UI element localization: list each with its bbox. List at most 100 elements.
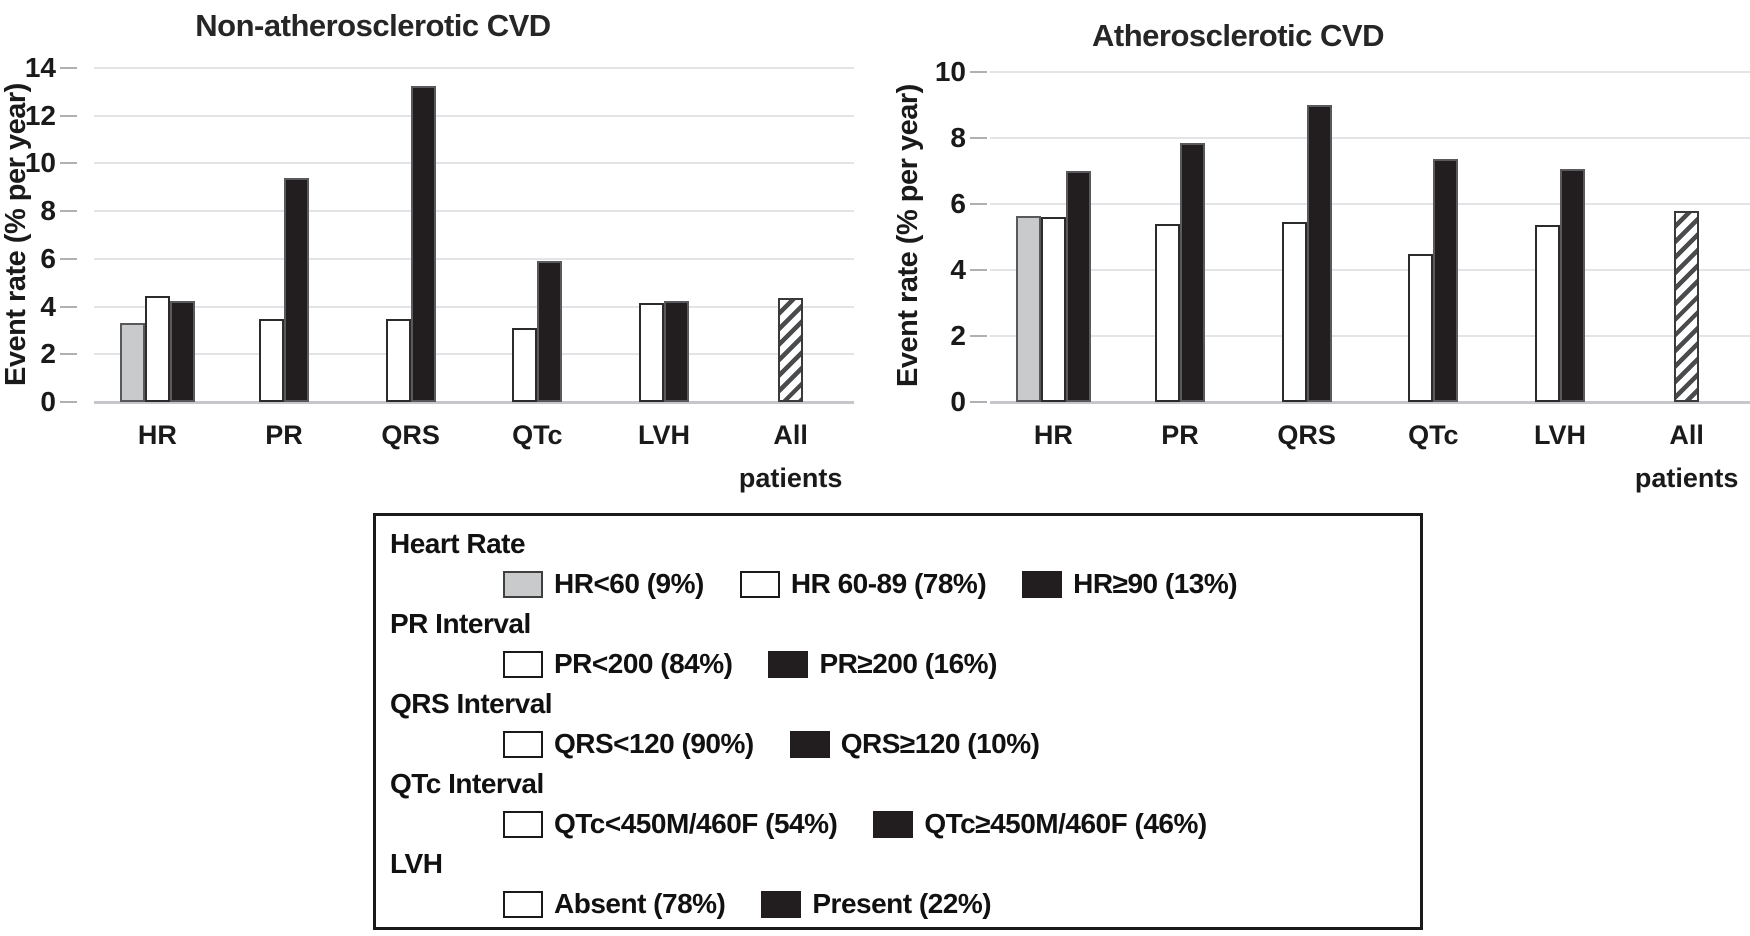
bar-HR-white bbox=[144, 295, 170, 402]
legend-item-1-0: PR<200 (84%) bbox=[503, 648, 733, 680]
bar-QTc-white bbox=[512, 328, 538, 402]
y-tick-label-14: 14 bbox=[24, 52, 56, 83]
y-tick-label-0: 0 bbox=[40, 386, 56, 417]
gridline-y12 bbox=[94, 114, 854, 117]
legend-item-4-0: Absent (78%) bbox=[503, 888, 726, 920]
legend-swatch-white bbox=[503, 810, 543, 838]
bar-LVH-white bbox=[1535, 225, 1560, 402]
x-label-QRS: QRS bbox=[381, 420, 440, 450]
y-tick-label-4: 4 bbox=[40, 290, 56, 322]
legend-swatch-white bbox=[739, 570, 780, 598]
y-tick-label-10: 10 bbox=[934, 56, 966, 87]
y-tick-mark-10 bbox=[970, 71, 987, 73]
x-label-All: All bbox=[1669, 420, 1704, 450]
legend-swatch-black bbox=[768, 650, 809, 678]
bar-QRS-white bbox=[385, 318, 411, 402]
y-tick-mark-6 bbox=[60, 257, 77, 260]
x-label-LVH: LVH bbox=[638, 420, 690, 450]
legend-item-4-1: Present (22%) bbox=[761, 888, 992, 920]
x-axis-line bbox=[990, 401, 1750, 404]
legend-section-items-1: PR<200 (84%) PR≥200 (16%) bbox=[390, 644, 1420, 684]
legend-item-label: HR≥90 (13%) bbox=[1073, 568, 1238, 599]
y-tick-label-6: 6 bbox=[40, 242, 56, 274]
y-axis-label-right: Event rate (% per year) bbox=[892, 84, 924, 388]
x-label-HR: HR bbox=[1033, 420, 1073, 450]
legend-item-label: PR≥200 (16%) bbox=[819, 648, 997, 679]
legend-section-header-2: QRS Interval bbox=[390, 688, 553, 719]
legend-section-header-0: Heart Rate bbox=[390, 528, 526, 559]
x-label-patients: patients bbox=[738, 463, 843, 493]
bar-HR-gray bbox=[1015, 215, 1041, 402]
gridline-y4 bbox=[94, 305, 854, 308]
legend-swatch-black bbox=[1022, 570, 1063, 598]
bar-LVH-black bbox=[1560, 169, 1585, 402]
x-label-patients: patients bbox=[1634, 463, 1739, 493]
gridline-y10 bbox=[990, 71, 1750, 73]
y-tick-label-2: 2 bbox=[40, 338, 56, 370]
bar-PR-black bbox=[284, 177, 309, 402]
x-label-QRS: QRS bbox=[1277, 420, 1336, 450]
legend-item-0-1: HR 60-89 (78%) bbox=[739, 568, 987, 600]
x-label-LVH: LVH bbox=[1534, 420, 1586, 450]
y-tick-mark-2 bbox=[970, 335, 987, 337]
legend-section-header-1: PR Interval bbox=[390, 608, 531, 639]
legend-section-items-3: QTc<450M/460F (54%) QTc≥450M/460F (46%) bbox=[390, 804, 1420, 844]
gridline-y6 bbox=[94, 257, 854, 260]
y-tick-label-10: 10 bbox=[24, 147, 56, 179]
gridline-y14 bbox=[94, 67, 854, 69]
legend-item-label: Absent (78%) bbox=[554, 888, 726, 919]
gridline-y2 bbox=[94, 353, 854, 356]
legend-item-2-1: QRS≥120 (10%) bbox=[789, 728, 1040, 760]
gridline-y2 bbox=[990, 335, 1750, 337]
y-tick-mark-4 bbox=[970, 269, 987, 271]
x-label-PR: PR bbox=[1161, 420, 1199, 450]
legend-box: Heart Rate HR<60 (9%) HR 60-89 (78%) HR≥90 … bbox=[373, 513, 1423, 930]
x-label-QTc: QTc bbox=[1408, 420, 1459, 450]
legend-swatch-white bbox=[503, 890, 543, 918]
bar-PR-white bbox=[1155, 223, 1180, 402]
gridline-y8 bbox=[990, 137, 1750, 139]
legend-swatch-black bbox=[873, 810, 914, 838]
y-tick-label-8: 8 bbox=[40, 195, 56, 227]
chart-title-right: Atherosclerotic CVD bbox=[1092, 18, 1384, 53]
legend-section-items-0: HR<60 (9%) HR 60-89 (78%) HR≥90 (13%) bbox=[390, 564, 1420, 604]
x-label-HR: HR bbox=[137, 420, 177, 450]
bar-PR-white bbox=[259, 318, 284, 402]
bar-QRS-black bbox=[410, 85, 436, 402]
legend-swatch-black bbox=[789, 730, 830, 758]
bar-LVH-white bbox=[639, 302, 664, 402]
y-tick-label-12: 12 bbox=[24, 99, 56, 131]
y-tick-mark-0 bbox=[970, 401, 987, 403]
bar-HR-white bbox=[1040, 217, 1066, 402]
bar-All-patients-hatch bbox=[1674, 210, 1700, 402]
legend-swatch-gray bbox=[503, 570, 543, 598]
bar-PR-black bbox=[1180, 142, 1205, 402]
gridline-y10 bbox=[94, 162, 854, 165]
y-tick-label-8: 8 bbox=[950, 122, 966, 153]
y-tick-mark-14 bbox=[60, 67, 77, 69]
x-label-PR: PR bbox=[265, 420, 303, 450]
legend-section-items-4: Absent (78%) Present (22%) bbox=[390, 884, 1420, 924]
legend-item-2-0: QRS<120 (90%) bbox=[503, 728, 754, 760]
legend-item-label: HR<60 (9%) bbox=[554, 568, 704, 599]
legend-swatch-white bbox=[503, 650, 543, 678]
y-tick-mark-2 bbox=[60, 353, 77, 356]
legend-swatch-white bbox=[503, 730, 543, 758]
legend-swatch-black bbox=[761, 890, 802, 918]
x-label-All: All bbox=[773, 420, 808, 450]
bar-LVH-black bbox=[664, 300, 689, 402]
legend-item-label: PR<200 (84%) bbox=[554, 648, 733, 679]
y-tick-label-2: 2 bbox=[950, 320, 966, 351]
legend-item-label: QRS<120 (90%) bbox=[554, 728, 754, 759]
y-tick-label-4: 4 bbox=[950, 254, 966, 285]
gridline-y4 bbox=[990, 269, 1750, 271]
y-tick-label-6: 6 bbox=[950, 188, 966, 219]
y-tick-mark-4 bbox=[60, 305, 77, 308]
bar-HR-black bbox=[169, 300, 195, 402]
legend-item-1-1: PR≥200 (16%) bbox=[768, 648, 997, 680]
bar-QTc-black bbox=[537, 261, 563, 402]
bar-HR-black bbox=[1065, 171, 1091, 402]
legend-section-items-2: QRS<120 (90%) QRS≥120 (10%) bbox=[390, 724, 1420, 764]
gridline-y8 bbox=[94, 210, 854, 213]
legend-item-3-1: QTc≥450M/460F (46%) bbox=[873, 808, 1207, 840]
